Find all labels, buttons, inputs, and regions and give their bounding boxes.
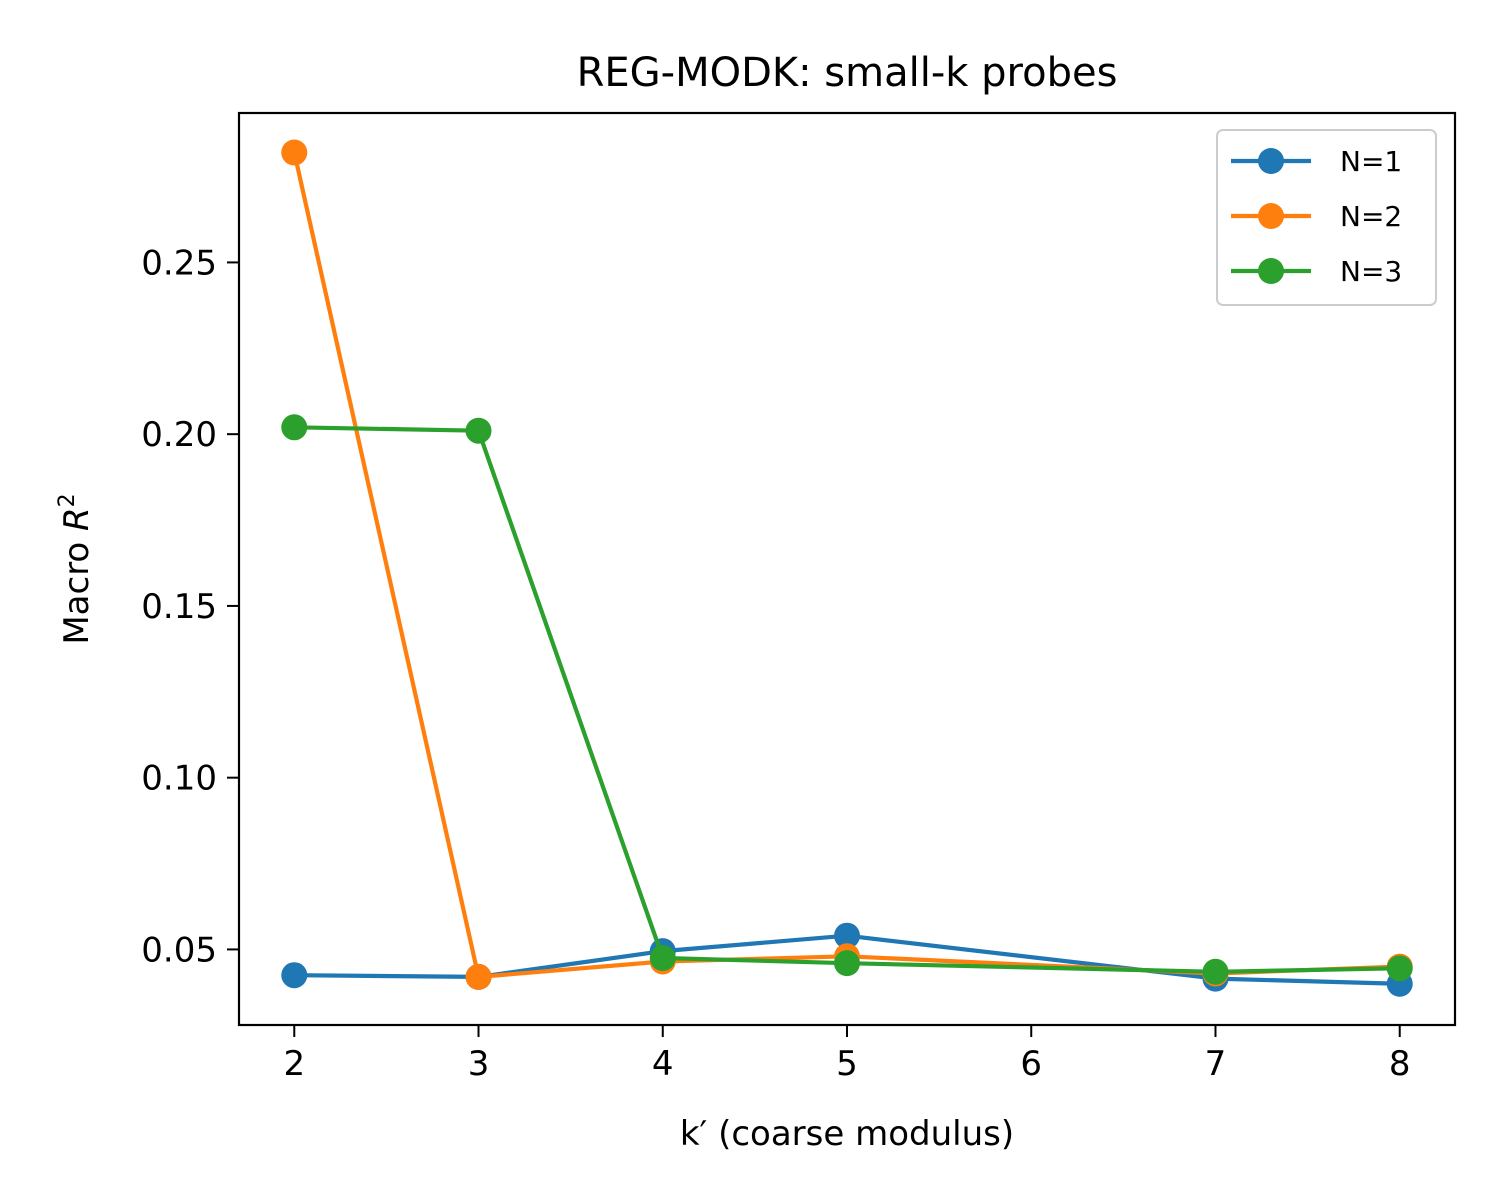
x-axis: 2 3 4 5 6 7 8 [283, 1025, 1411, 1084]
x-tick-label: 5 [836, 1044, 858, 1084]
y-tick-label: 0.20 [141, 415, 217, 455]
legend: N=1 N=2 N=3 [1216, 129, 1437, 306]
legend-item: N=1 [1231, 145, 1402, 178]
chart-title: REG-MODK: small-k probes [577, 50, 1118, 96]
series-line [294, 933, 1400, 986]
x-tick-label: 8 [1389, 1044, 1411, 1084]
data-point [281, 414, 308, 441]
x-tick-label: 6 [1020, 1044, 1042, 1084]
legend-label: N=1 [1340, 145, 1402, 178]
y-axis: 0.05 0.10 0.15 0.20 0.25 [141, 243, 239, 970]
legend-label: N=2 [1340, 200, 1402, 233]
y-axis-label-prefix: Macro [57, 531, 97, 645]
x-tick-label: 4 [652, 1044, 674, 1084]
x-tick-label: 2 [283, 1044, 305, 1084]
y-tick-label: 0.10 [141, 759, 217, 799]
legend-marker [1258, 203, 1284, 229]
y-axis-label-superscript: 2 [55, 493, 80, 507]
data-point [281, 139, 308, 166]
legend-label: N=3 [1340, 255, 1402, 288]
data-point [281, 962, 308, 989]
legend-marker [1258, 148, 1284, 174]
data-point [649, 945, 676, 972]
data-point [465, 963, 492, 990]
x-axis-label: k′ (coarse modulus) [680, 1114, 1014, 1154]
data-point [1386, 955, 1413, 982]
legend-marker [1258, 258, 1284, 284]
series-layer [281, 139, 1413, 997]
series-line [294, 425, 1400, 974]
legend-item: N=2 [1231, 200, 1402, 233]
y-tick-label: 0.25 [141, 243, 217, 283]
legend-item: N=3 [1231, 255, 1402, 288]
y-tick-label: 0.05 [141, 930, 217, 970]
x-tick-label: 3 [468, 1044, 490, 1084]
x-tick-label: 7 [1205, 1044, 1227, 1084]
data-point [1202, 958, 1229, 985]
y-axis-label-variable: R [57, 507, 97, 531]
y-tick-label: 0.15 [141, 587, 217, 627]
data-point [834, 950, 860, 977]
y-axis-label: Macro R2 [55, 493, 97, 644]
series-3 [281, 414, 1413, 985]
data-point [834, 922, 860, 949]
data-point [465, 417, 492, 444]
